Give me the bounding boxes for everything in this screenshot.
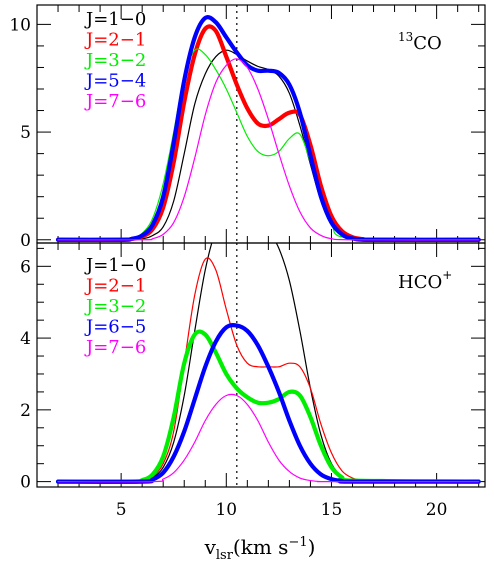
series-line-j-2-1 [55,24,481,242]
bottom-panel-legend: J=1−0J=2−1J=3−2J=6−5J=7−6 [84,255,146,358]
y-tick-label: 4 [20,329,31,349]
y-tick-label: 0 [20,473,31,493]
top-panel-ticks: 0 5 10 [9,5,485,251]
series-line-j-3-2 [55,329,481,484]
top-panel: 0 5 10 J=1−0J=2−1J=3−2J=5−4J=7−6 13CO [9,4,486,251]
y-tick-label: 0 [20,231,31,251]
x-tick-label: 5 [116,500,127,520]
series-line-j-7-6 [57,58,480,241]
x-axis-title: vlsr(km s−1) [204,535,316,563]
legend-entry: J=1−0 [84,255,146,276]
top-panel-legend: J=1−0J=2−1J=3−2J=5−4J=7−6 [84,9,146,112]
top-molecule-main: CO [413,33,442,54]
bottom-panel-molecule-label: HCO+ [398,268,452,293]
series-line-j-2-1 [57,257,480,483]
bottom-panel-frame [36,242,486,488]
legend-entry: J=2−1 [84,276,146,297]
legend-entry: J=6−5 [84,317,146,338]
legend-entry: J=2−1 [84,30,146,51]
x-tick-label: 10 [215,500,237,520]
series-line-j-7-6 [57,393,480,483]
legend-entry: J=7−6 [84,91,146,112]
top-panel-molecule-label: 13CO [398,30,442,54]
x-axis-title-unit-close: ) [308,535,316,559]
series-line-j-6-5 [55,323,481,484]
x-tick-label: 15 [321,500,343,520]
series-line-j-5-4 [55,14,481,242]
x-axis-title-subscript: lsr [216,548,234,563]
bottom-panel-series [55,243,481,484]
y-tick-label: 10 [9,15,31,35]
x-tick-label: 20 [426,500,448,520]
bottom-molecule-main: HCO [398,272,442,293]
x-axis-title-unit-open: (km s [233,535,289,559]
top-panel-series [55,14,481,242]
legend-entry: J=7−6 [84,337,146,358]
x-axis-title-unit-exponent: −1 [288,535,307,550]
top-molecule-superscript: 13 [398,30,413,44]
legend-entry: J=3−2 [84,50,146,71]
x-axis-title-main: v [204,535,217,559]
y-tick-label: 6 [20,257,31,277]
y-tick-label: 2 [20,401,31,421]
legend-entry: J=3−2 [84,296,146,317]
legend-entry: J=1−0 [84,9,146,30]
bottom-panel: 5 10 15 20 0 2 4 6 J=1−0J=2−1J=3−2J=6−5J=7−6 HC… [20,242,486,520]
bottom-molecule-superscript: + [442,268,452,282]
series-line-j-1-0 [57,243,480,483]
y-tick-label: 5 [20,123,31,143]
legend-entry: J=5−4 [84,71,146,92]
